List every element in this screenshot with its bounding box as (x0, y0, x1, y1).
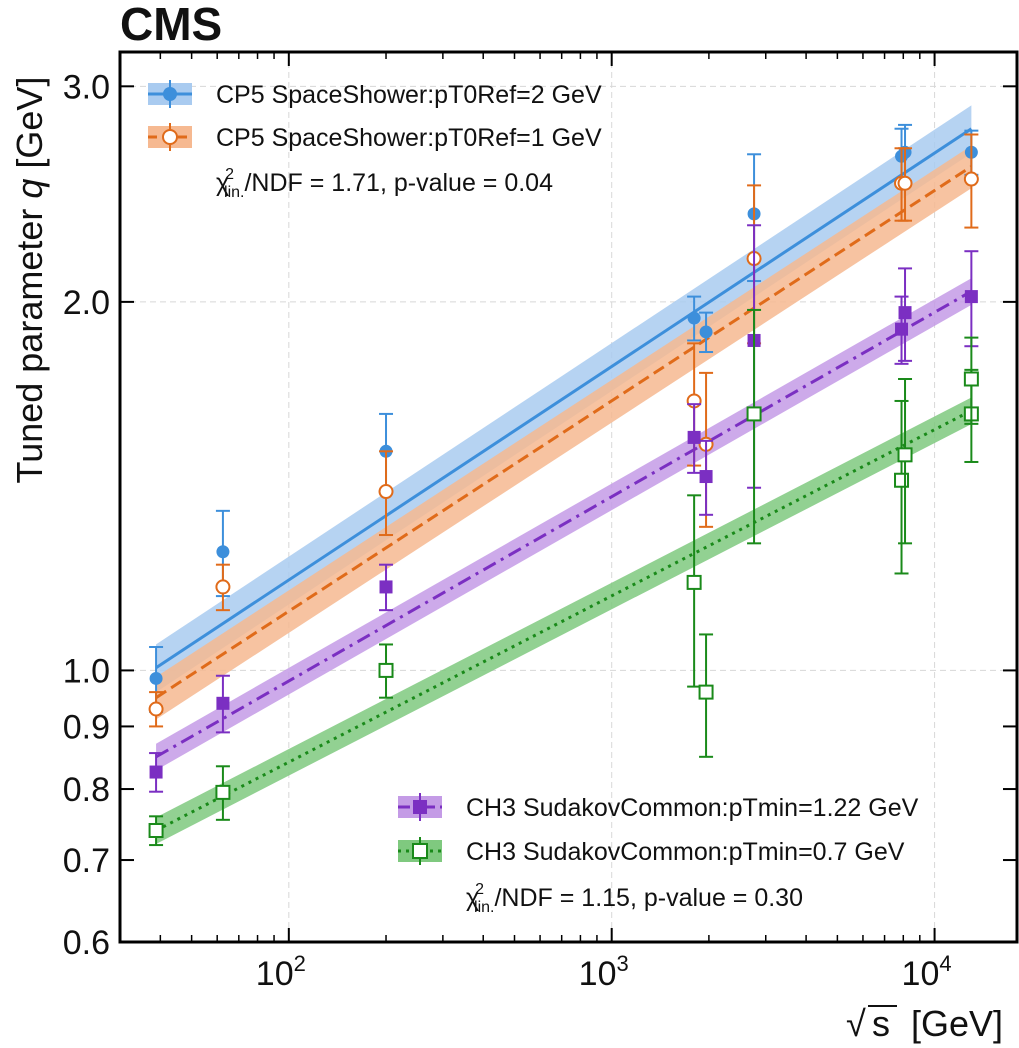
legend-marker-open-square (412, 843, 428, 859)
legend-label: CP5 SpaceShower:pT0Ref=2 GeV (216, 81, 602, 109)
y-axis-title: Tuned parameter q [GeV] (9, 77, 50, 484)
fit-line (155, 165, 973, 699)
data-point (963, 171, 979, 187)
legend-cp5: CP5 SpaceShower:pT0Ref=2 GeV CP5 SpaceSh… (148, 80, 602, 201)
data-point (216, 696, 230, 710)
data-point (746, 406, 762, 422)
y-tick-label: 0.8 (63, 771, 110, 809)
legend-entry-cp5-pt0ref-2: CP5 SpaceShower:pT0Ref=2 GeV (148, 80, 602, 109)
data-point (148, 701, 164, 717)
y-tick-label: 1.0 (63, 652, 110, 690)
data-point (378, 662, 394, 678)
y-tick-label: 2.0 (63, 284, 110, 322)
x-tick-labels: 102 103 104 (256, 951, 952, 993)
y-tick-label: 3.0 (63, 68, 110, 106)
fit-bands (156, 105, 972, 844)
legend-entry-ch3-ptmin-0-7: CH3 SudakovCommon:pTmin=0.7 GeV (398, 837, 905, 866)
fit-line (155, 409, 973, 832)
data-point (895, 322, 909, 336)
legend-label: CH3 SudakovCommon:pTmin=1.22 GeV (466, 794, 919, 822)
stat-text-cp5: χ2 lin./NDF = 1.71, p-value = 0.04 (216, 166, 553, 201)
data-point (699, 470, 713, 484)
legend-ch3: CH3 SudakovCommon:pTmin=1.22 GeV CH3 Sud… (398, 793, 919, 916)
y-tick-label: 0.9 (63, 708, 110, 746)
data-point (963, 371, 979, 387)
y-tick-label: 0.6 (63, 924, 110, 962)
data-point (897, 447, 913, 463)
data-point (687, 311, 701, 325)
legend-marker-filled-square (413, 800, 427, 814)
fit-line (155, 290, 973, 759)
legend-marker-filled-circle (163, 87, 177, 101)
legend-label: CH3 SudakovCommon:pTmin=0.7 GeV (466, 838, 905, 866)
legend-entry-ch3-ptmin-1-22: CH3 SudakovCommon:pTmin=1.22 GeV (398, 793, 919, 822)
legend-label: CP5 SpaceShower:pT0Ref=1 GeV (216, 124, 602, 152)
data-point (898, 306, 912, 320)
cms-label: CMS (120, 0, 222, 50)
data-point (699, 325, 713, 339)
data-point (897, 175, 913, 191)
data-point (215, 579, 231, 595)
x-tick-label: 103 (579, 951, 629, 993)
legend-marker-open-circle (162, 129, 178, 145)
sqrt-symbol: √ (846, 1003, 866, 1044)
data-point (215, 784, 231, 800)
x-tick-label: 102 (256, 951, 306, 993)
x-tick-label: 104 (902, 951, 952, 993)
data-point (216, 545, 230, 559)
x-axis-title: √ s [GeV] (846, 1003, 1003, 1044)
stat-text-ch3: χ2 lin./NDF = 1.15, p-value = 0.30 (466, 881, 803, 916)
data-point (687, 430, 701, 444)
data-point (698, 684, 714, 700)
data-points (148, 123, 979, 847)
y-tick-label: 0.7 (63, 842, 110, 880)
data-point (149, 671, 163, 685)
axis-ticks (119, 52, 1017, 943)
data-point (686, 574, 702, 590)
data-point (894, 472, 910, 488)
data-point (964, 290, 978, 304)
data-point (149, 765, 163, 779)
fit-line (155, 127, 973, 670)
legend-entry-cp5-pt0ref-1: CP5 SpaceShower:pT0Ref=1 GeV (148, 123, 602, 152)
x-axis-variable: s (872, 1003, 890, 1044)
data-point (378, 484, 394, 500)
x-axis-unit: [GeV] (911, 1003, 1003, 1044)
y-tick-labels: 0.6 0.7 0.8 0.9 1.0 2.0 3.0 (63, 68, 110, 962)
fit-lines (155, 127, 973, 832)
data-point (379, 580, 393, 594)
data-point (148, 822, 164, 838)
plot-frame (118, 50, 1019, 944)
